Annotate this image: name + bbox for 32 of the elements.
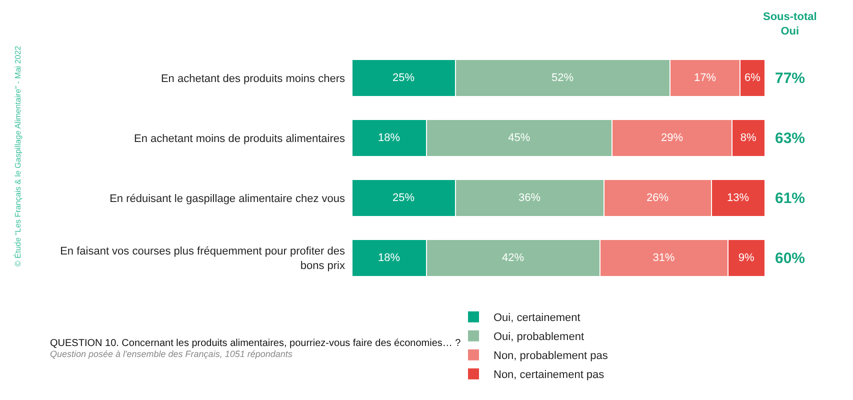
data-label: 18% [378,252,400,264]
y-tick-label: En faisant vos courses plus fréquemment pour profiter des bons prix [60,246,346,272]
legend-label: Oui, probablement [494,331,584,344]
data-label: 17% [694,72,716,84]
data-label: 8% [740,132,757,144]
data-label: 42% [502,252,524,264]
data-label: 9% [738,252,754,264]
y-tick-label: En réduisant le gaspillage alimentaire chez vous [110,192,346,205]
text: 77% [775,70,806,87]
text: Sous-total Oui [763,11,817,38]
data-label: 18% [378,132,400,144]
text: © Étude "Les Français & le Gaspillage Alimentaire" - Mai 2022 [13,45,22,266]
text: QUESTION 10. Concernant les produits alimentaires, pourriez-vous faire des économies… ? [50,338,462,349]
data-label: 36% [518,192,541,204]
data-label: 26% [646,192,669,204]
data-label: 52% [552,72,574,84]
data-label: 31% [652,252,675,264]
data-label: 13% [727,192,750,204]
text: 63% [775,130,806,147]
text: 61% [775,190,806,207]
legend-label: Non, certainement pas [494,369,605,382]
data-label: 45% [508,132,530,144]
text: Question posée à l'ensemble des Français, 1051 répondants [50,349,293,359]
y-tick-label: En achetant moins de produits alimentaires [134,132,346,145]
data-label: 29% [660,132,684,144]
data-label: 6% [744,72,761,84]
legend-label: Oui, certainement [494,312,580,324]
data-label: 25% [392,192,415,204]
text: 60% [775,250,806,267]
y-tick-label: En achetant des produits moins chers [160,72,346,85]
legend-label: Non, probablement pas [494,350,608,362]
data-label: 25% [392,72,415,84]
